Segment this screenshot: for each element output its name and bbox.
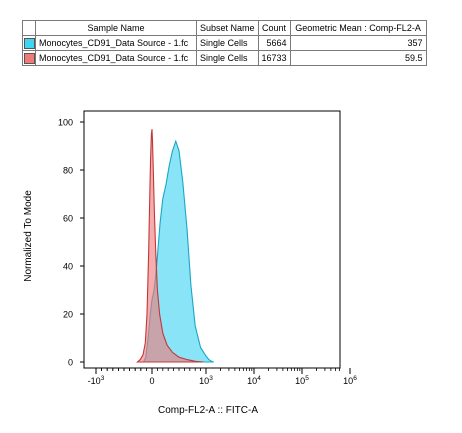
series-layer [135, 129, 214, 363]
plot-frame [83, 110, 341, 369]
y-tick-label: 100 [58, 118, 73, 128]
subset-name-cell: Single Cells [196, 50, 259, 66]
x-tick-label: 105 [295, 375, 309, 386]
geometric-mean-cell: 59.5 [289, 50, 427, 66]
statistics-table: Sample Name Subset Name Count Geometric … [22, 20, 427, 66]
series-swatch-blue [24, 37, 35, 49]
x-tick-label: 103 [199, 375, 213, 386]
histogram-series-red [135, 129, 204, 363]
y-tick-label: 60 [63, 214, 73, 224]
axes-layer: 0 20 40 60 80 100 -103 0 103 104 105 106 [58, 110, 357, 386]
count-header[interactable]: Count [257, 20, 291, 36]
sample-name-header[interactable]: Sample Name [35, 20, 197, 36]
series-swatch-red [24, 52, 35, 64]
x-tick-label: 0 [149, 376, 154, 386]
x-tick-label: 106 [343, 375, 357, 386]
y-tick-label: 40 [63, 262, 73, 272]
y-axis-label: Normalized To Mode [23, 190, 34, 282]
sample-name-cell: Monocytes_CD91_Data Source - 1.fc [35, 50, 197, 66]
count-cell: 16733 [257, 50, 291, 66]
table-header-row: Sample Name Subset Name Count Geometric … [22, 20, 427, 36]
x-tick-label: 104 [247, 375, 261, 386]
x-tick-label: -103 [88, 375, 105, 386]
geometric-mean-header[interactable]: Geometric Mean : Comp-FL2-A [289, 20, 427, 36]
y-tick-label: 20 [63, 310, 73, 320]
y-tick-label: 0 [68, 358, 73, 368]
x-axis-label: Comp-FL2-A :: FITC-A [158, 405, 258, 416]
y-tick-label: 80 [63, 166, 73, 176]
table-row[interactable]: Monocytes_CD91_Data Source - 1.fc Single… [22, 50, 427, 66]
subset-name-header[interactable]: Subset Name [196, 20, 259, 36]
